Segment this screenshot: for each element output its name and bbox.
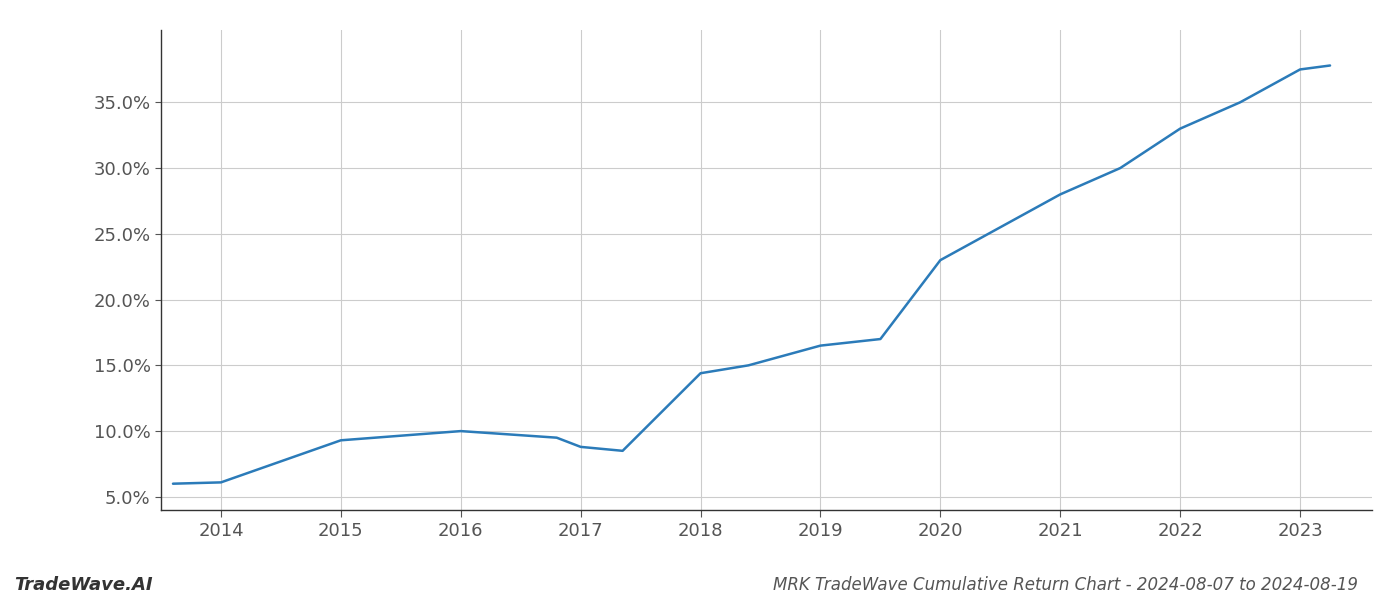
Text: TradeWave.AI: TradeWave.AI — [14, 576, 153, 594]
Text: MRK TradeWave Cumulative Return Chart - 2024-08-07 to 2024-08-19: MRK TradeWave Cumulative Return Chart - … — [773, 576, 1358, 594]
